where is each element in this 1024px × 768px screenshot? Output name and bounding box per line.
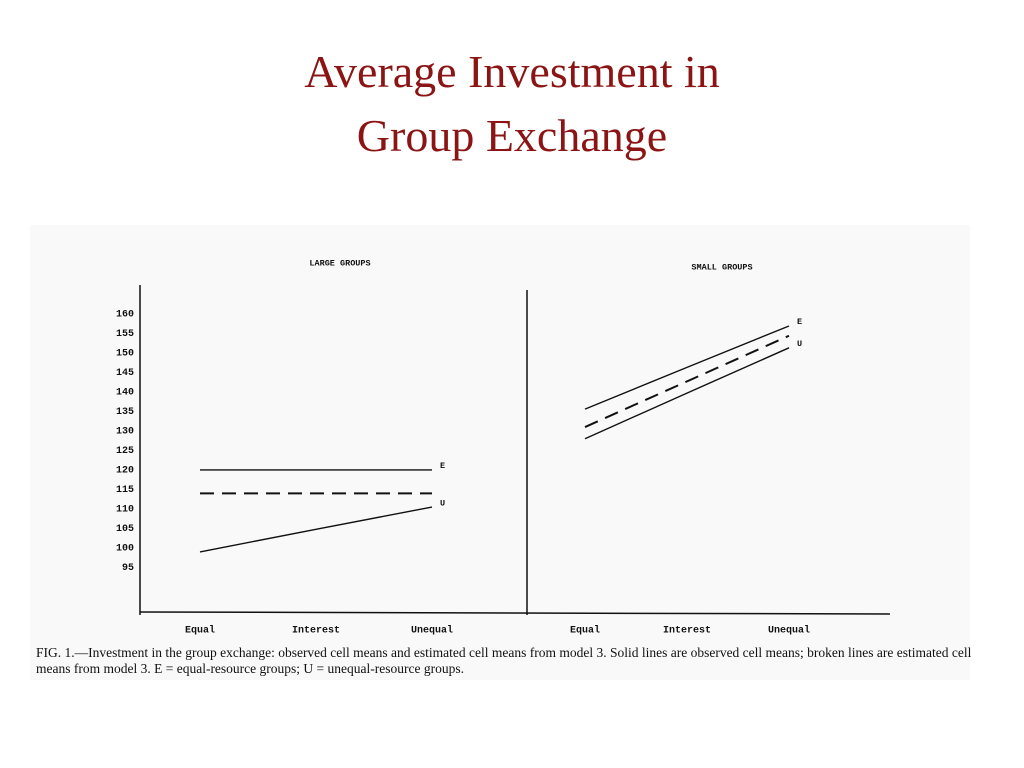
x-axis	[139, 611, 891, 615]
y-tick-label: 125	[116, 446, 134, 457]
x-tick-label: Unequal	[411, 625, 453, 637]
y-tick-label: 150	[116, 349, 134, 360]
panel-title: SMALL GROUPS	[691, 262, 752, 272]
x-tick-label: Interest	[292, 626, 340, 637]
series-label: U	[440, 498, 445, 508]
series-line	[584, 325, 790, 410]
y-tick-label: 100	[116, 544, 134, 555]
y-tick-label: 155	[116, 329, 134, 340]
x-tick-label: Equal	[570, 625, 600, 637]
series-label: U	[797, 339, 802, 349]
series-line	[584, 347, 790, 440]
caption: FIG. 1.—Investment in the group exchange…	[36, 645, 972, 676]
title-line: Average Investment in	[304, 46, 720, 97]
y-tick-label: 145	[116, 368, 134, 379]
y-tick-label: 105	[116, 524, 134, 535]
series-line	[584, 334, 790, 428]
y-tick-label: 95	[122, 563, 134, 574]
series-label: E	[440, 461, 445, 471]
panel-title: LARGE GROUPS	[309, 258, 370, 268]
figure: LARGE GROUPS 95 100 105 110 115 120 125 130 135 14…	[30, 225, 970, 680]
y-tick-label: 130	[116, 427, 134, 438]
x-tick-label: Interest	[663, 626, 711, 637]
y-tick-label: 135	[116, 407, 134, 418]
figure-background	[30, 225, 970, 680]
slide-title: Average Investment in Group Exchange	[0, 40, 1024, 168]
y-tick-label: 120	[116, 466, 134, 477]
series-line	[199, 506, 433, 553]
y-tick-label: 115	[116, 485, 134, 496]
y-tick-label: 160	[116, 310, 134, 321]
x-tick-label: Equal	[185, 625, 215, 637]
title-line: Group Exchange	[356, 110, 668, 161]
series-label: E	[797, 317, 802, 327]
y-tick-label: 110	[116, 505, 134, 516]
y-tick-label: 140	[116, 388, 134, 399]
x-tick-label: Unequal	[768, 625, 810, 637]
